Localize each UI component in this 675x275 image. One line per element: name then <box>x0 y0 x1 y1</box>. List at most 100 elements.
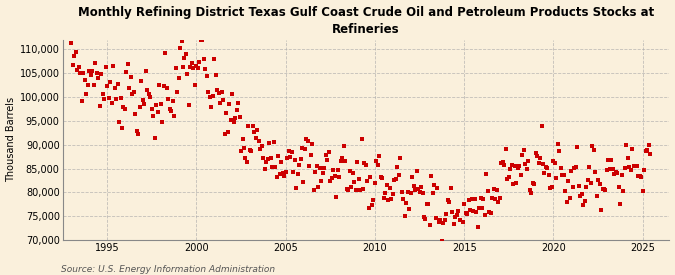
Point <box>223 102 234 106</box>
Point <box>360 163 371 168</box>
Point <box>384 186 395 190</box>
Point <box>395 156 406 160</box>
Point <box>352 160 362 164</box>
Point <box>521 167 532 171</box>
Point <box>514 164 524 168</box>
Point <box>593 178 603 182</box>
Point <box>475 196 486 200</box>
Point <box>441 212 452 217</box>
Point <box>198 57 209 62</box>
Point <box>270 165 281 170</box>
Point <box>254 139 265 143</box>
Point <box>92 76 103 80</box>
Point <box>169 114 180 118</box>
Point <box>82 82 93 87</box>
Point <box>597 187 608 191</box>
Point <box>196 38 207 42</box>
Point <box>552 142 563 146</box>
Point <box>349 179 360 184</box>
Point <box>304 164 315 168</box>
Point <box>454 218 465 222</box>
Point <box>205 95 215 100</box>
Point <box>234 114 245 119</box>
Point <box>264 141 275 145</box>
Point <box>564 196 575 200</box>
Point <box>188 66 199 70</box>
Point <box>84 69 95 73</box>
Point <box>368 198 379 202</box>
Point <box>276 160 287 164</box>
Point <box>311 164 322 168</box>
Point <box>332 167 343 172</box>
Point <box>433 220 444 224</box>
Point <box>243 123 254 128</box>
Point <box>143 92 154 96</box>
Point <box>185 65 196 69</box>
Point <box>373 163 383 167</box>
Point <box>300 146 310 151</box>
Point <box>386 197 397 201</box>
Point <box>575 194 586 199</box>
Point <box>359 161 370 165</box>
Point <box>580 185 591 190</box>
Point <box>404 207 414 211</box>
Point <box>109 86 120 90</box>
Point <box>377 175 387 180</box>
Point <box>532 154 543 159</box>
Point <box>252 128 263 133</box>
Point <box>315 165 325 170</box>
Point <box>542 166 553 170</box>
Point <box>338 144 349 148</box>
Point <box>288 170 298 174</box>
Point <box>91 71 102 76</box>
Point <box>237 136 248 141</box>
Point <box>398 197 408 201</box>
Point <box>599 187 610 191</box>
Y-axis label: Thousand Barrels: Thousand Barrels <box>5 97 16 182</box>
Point <box>496 161 507 166</box>
Point <box>353 177 364 181</box>
Point <box>78 70 88 75</box>
Point <box>456 254 466 258</box>
Point <box>621 143 632 147</box>
Point <box>645 152 655 156</box>
Point <box>340 159 350 163</box>
Point <box>175 46 186 50</box>
Point <box>620 166 630 170</box>
Point <box>477 206 487 210</box>
Point <box>539 170 550 175</box>
Point <box>219 132 230 136</box>
Point <box>584 165 595 169</box>
Point <box>618 188 628 193</box>
Point <box>610 169 621 174</box>
Point <box>113 119 124 124</box>
Point <box>485 210 496 215</box>
Point <box>343 188 354 192</box>
Point <box>240 156 251 160</box>
Point <box>632 174 643 178</box>
Point <box>292 172 303 176</box>
Point <box>186 61 197 65</box>
Point <box>453 209 464 213</box>
Point <box>151 103 161 108</box>
Point <box>576 192 587 196</box>
Point <box>184 103 194 107</box>
Point <box>365 175 376 180</box>
Point <box>595 208 606 213</box>
Point <box>389 177 400 182</box>
Point <box>258 155 269 160</box>
Point <box>192 66 203 70</box>
Point <box>118 105 129 110</box>
Point <box>284 149 294 153</box>
Point <box>261 160 272 164</box>
Point <box>628 163 639 168</box>
Point <box>200 67 211 72</box>
Point <box>331 195 342 200</box>
Point <box>301 137 312 142</box>
Point <box>85 73 96 77</box>
Point <box>408 183 419 188</box>
Point <box>396 190 407 195</box>
Point <box>422 201 433 206</box>
Point <box>157 120 167 124</box>
Point <box>306 152 317 157</box>
